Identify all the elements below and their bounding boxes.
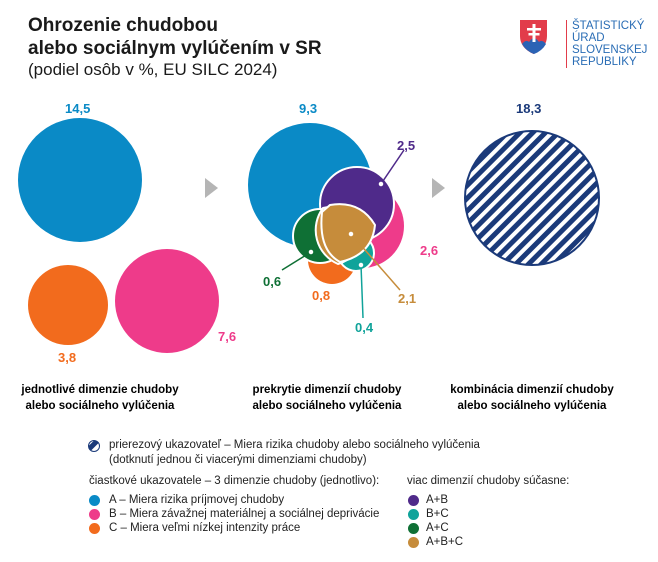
label-a-only: 9,3	[299, 101, 318, 116]
legend-total: prierezový ukazovateľ – Miera rizika chu…	[109, 439, 480, 466]
legend-single-heading: čiastkové ukazovatele – 3 dimenzie chudo…	[89, 475, 380, 487]
circle-a	[18, 118, 142, 242]
circle-total	[464, 130, 600, 266]
caption-panel-3: kombinácia dimenzií chudoby alebo sociáln…	[450, 384, 614, 412]
label-a: 14,5	[65, 101, 91, 116]
legend-abc-swatch	[408, 537, 419, 548]
legend-bc: B+C	[426, 508, 449, 520]
legend-ab-swatch	[408, 495, 419, 506]
caption-panel-1: jednotlivé dimenzie chudoby alebo sociáln…	[21, 384, 179, 412]
label-b: 7,6	[218, 329, 237, 344]
label-c-only: 0,8	[312, 288, 331, 303]
circle-c	[28, 265, 108, 345]
legend-b-swatch	[89, 509, 100, 520]
legend-multi-heading: viac dimenzií chudoby súčasne:	[407, 475, 570, 487]
legend-abc: A+B+C	[426, 536, 464, 548]
label-c: 3,8	[58, 350, 77, 365]
arrow-right-icon	[432, 178, 445, 198]
hatch-legend-icon	[88, 440, 100, 452]
subtitle: (podiel osôb v %, EU SILC 2024)	[28, 60, 278, 79]
caption-panel-2: prekrytie dimenzií chudoby alebo sociálne…	[252, 384, 402, 412]
label-total: 18,3	[516, 101, 542, 116]
label-abc: 2,1	[398, 291, 417, 306]
legend-a-swatch	[89, 495, 100, 506]
legend-a: A – Miera rizika príjmovej chudoby	[109, 494, 285, 506]
title: Ohrozenie chudobou alebo sociálnym vylúče…	[28, 15, 322, 59]
logo-text: ŠTATISTICKÝ ÚRAD SLOVENSKEJ REPUBLIKY	[566, 20, 647, 68]
legend-bc-swatch	[408, 509, 419, 520]
label-ac: 0,6	[263, 274, 282, 289]
legend-b: B – Miera závažnej materiálnej a sociáln…	[109, 508, 380, 520]
legend-ac: A+C	[426, 522, 449, 534]
legend-ac-swatch	[408, 523, 419, 534]
label-b-only: 2,6	[420, 243, 439, 258]
label-ab: 2,5	[397, 138, 416, 153]
legend-c: C – Miera veľmi nízkej intenzity práce	[109, 522, 301, 534]
coat-of-arms-icon	[520, 20, 547, 54]
legend-c-swatch	[89, 523, 100, 534]
label-bc: 0,4	[355, 320, 374, 335]
legend-ab: A+B	[426, 494, 449, 506]
circle-b	[115, 249, 219, 353]
arrow-right-icon	[205, 178, 218, 198]
